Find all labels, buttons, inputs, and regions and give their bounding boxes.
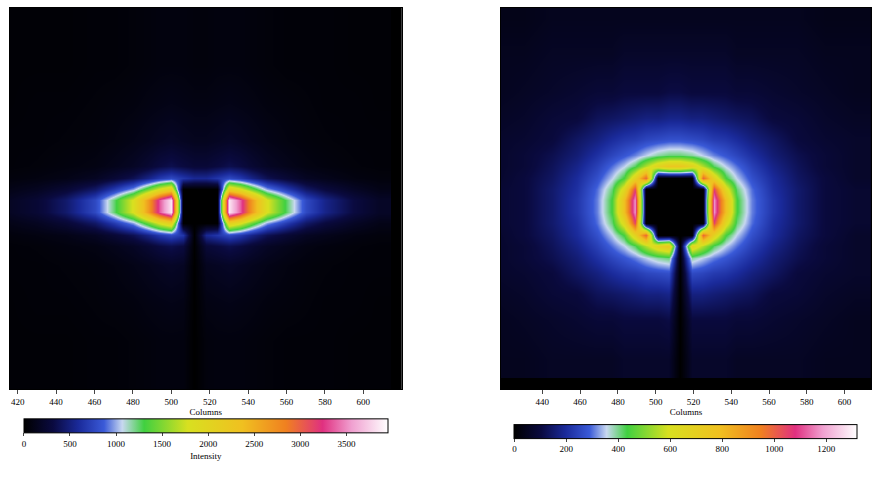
svg-text:600: 600	[357, 397, 371, 407]
svg-text:500: 500	[649, 397, 663, 407]
svg-text:2000: 2000	[199, 439, 218, 449]
svg-text:1200: 1200	[817, 444, 836, 454]
svg-text:Columns: Columns	[670, 407, 703, 417]
svg-text:0: 0	[22, 439, 27, 449]
svg-text:460: 460	[88, 397, 102, 407]
svg-text:560: 560	[762, 397, 776, 407]
svg-text:580: 580	[800, 397, 814, 407]
svg-text:800: 800	[716, 444, 730, 454]
svg-text:500: 500	[63, 439, 77, 449]
svg-text:460: 460	[573, 397, 587, 407]
svg-text:480: 480	[611, 397, 625, 407]
svg-text:580: 580	[318, 397, 332, 407]
svg-text:2500: 2500	[245, 439, 264, 449]
svg-text:520: 520	[203, 397, 217, 407]
svg-text:540: 540	[241, 397, 255, 407]
svg-text:Intensity: Intensity	[190, 451, 222, 461]
svg-text:Columns: Columns	[190, 407, 223, 417]
svg-text:200: 200	[560, 444, 574, 454]
svg-text:0: 0	[512, 444, 517, 454]
svg-text:540: 540	[724, 397, 738, 407]
svg-text:500: 500	[165, 397, 179, 407]
svg-text:420: 420	[11, 397, 25, 407]
svg-text:400: 400	[612, 444, 626, 454]
svg-text:480: 480	[126, 397, 140, 407]
svg-text:3000: 3000	[291, 439, 310, 449]
svg-text:440: 440	[49, 397, 63, 407]
svg-text:1000: 1000	[107, 439, 126, 449]
svg-text:440: 440	[536, 397, 550, 407]
svg-text:1500: 1500	[153, 439, 172, 449]
svg-text:520: 520	[687, 397, 701, 407]
svg-text:560: 560	[280, 397, 294, 407]
svg-text:1000: 1000	[765, 444, 784, 454]
svg-text:600: 600	[838, 397, 852, 407]
svg-text:3500: 3500	[337, 439, 356, 449]
svg-text:600: 600	[664, 444, 678, 454]
